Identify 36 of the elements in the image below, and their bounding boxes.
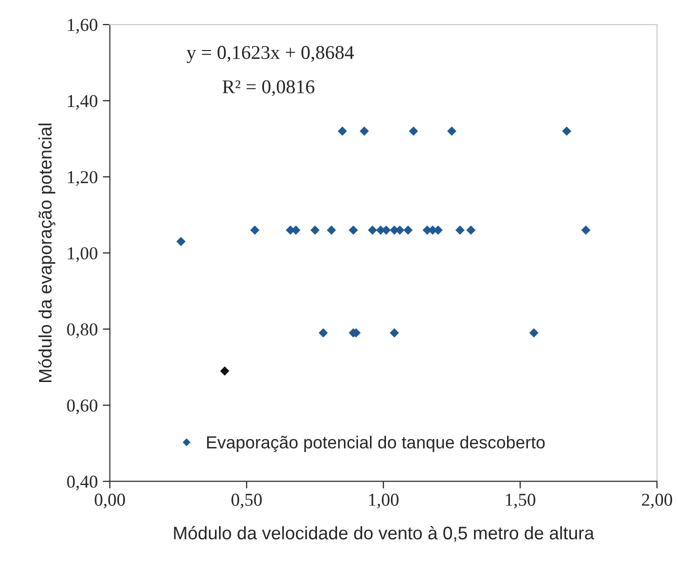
y-tick-label: 1,60 bbox=[68, 18, 98, 34]
point bbox=[310, 226, 320, 235]
y-tick-label: 1,40 bbox=[68, 94, 98, 110]
point bbox=[447, 126, 456, 136]
point bbox=[466, 226, 476, 235]
x-tick-label: 2,00 bbox=[642, 494, 672, 508]
x-tick-label: 1,00 bbox=[369, 494, 399, 508]
y-tick-label: 0,40 bbox=[67, 476, 98, 490]
annotation: R² = 0,0816 bbox=[222, 80, 314, 96]
point bbox=[220, 366, 230, 376]
point bbox=[326, 226, 336, 235]
point bbox=[338, 126, 347, 136]
point bbox=[403, 226, 413, 235]
point bbox=[455, 226, 465, 235]
y-axis-title: Módulo da evaporação potencial bbox=[38, 124, 56, 382]
x-axis-title: Módulo da velocidade do vento à 0,5 metro de altura bbox=[174, 526, 594, 542]
y-tick-label: 0,80 bbox=[67, 323, 98, 338]
point bbox=[318, 328, 328, 338]
point bbox=[250, 226, 260, 235]
annotation: y = 0,1623x + 0,8684 bbox=[186, 46, 354, 64]
x-tick-label: 0,50 bbox=[232, 494, 262, 508]
y-tick-label: 0,60 bbox=[67, 399, 98, 414]
point bbox=[581, 226, 590, 235]
point bbox=[176, 236, 186, 246]
point bbox=[360, 126, 369, 136]
point bbox=[408, 126, 418, 136]
point bbox=[368, 226, 378, 235]
point bbox=[390, 328, 399, 338]
y-tick-label: 1,00 bbox=[68, 247, 98, 262]
point bbox=[562, 126, 572, 136]
point bbox=[348, 226, 358, 235]
point bbox=[529, 328, 538, 338]
y-tick-label: 1,20 bbox=[68, 171, 98, 186]
x-tick-label: 0,00 bbox=[94, 494, 125, 508]
x-tick-label: 1,50 bbox=[506, 494, 536, 508]
legend-label: Evaporação potencial do tanque descoberto bbox=[207, 436, 545, 452]
